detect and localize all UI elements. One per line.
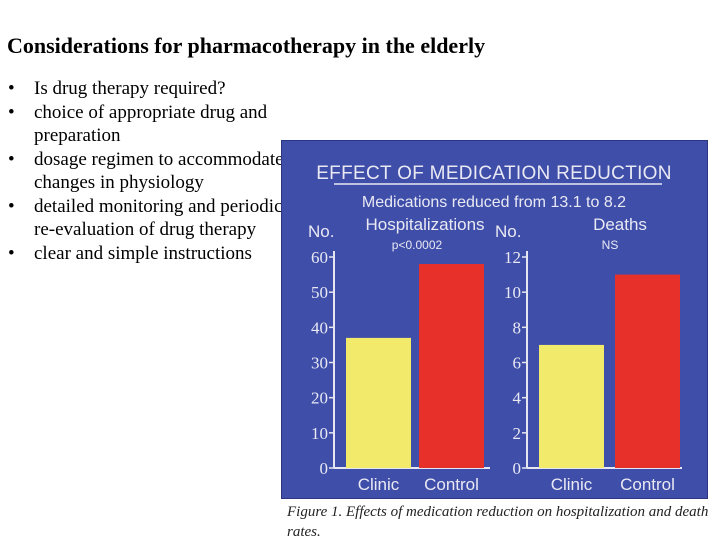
figure-panel: EFFECT OF MEDICATION REDUCTION Medication… bbox=[281, 140, 708, 499]
slide-title: Considerations for pharmacotherapy in th… bbox=[7, 33, 486, 58]
x-tick-label: Control bbox=[424, 475, 479, 494]
figure-caption: Figure 1. Effects of medication reductio… bbox=[287, 504, 709, 540]
significance-label: p<0.0002 bbox=[392, 238, 443, 252]
x-tick-label: Control bbox=[620, 475, 675, 494]
figure-title: EFFECT OF MEDICATION REDUCTION bbox=[316, 163, 672, 184]
panel-title: Hospitalizations bbox=[365, 215, 484, 234]
y-tick-label: 10 bbox=[311, 424, 328, 443]
figure-subtitle: Medications reduced from 13.1 to 8.2 bbox=[362, 194, 626, 211]
y-tick-label: 0 bbox=[320, 459, 329, 478]
bullet-dot: • bbox=[8, 196, 15, 217]
bar-clinic bbox=[346, 337, 411, 468]
bar-control bbox=[419, 264, 484, 468]
bullet-dot: • bbox=[8, 102, 15, 123]
y-tick-label: 4 bbox=[513, 389, 522, 408]
y-tick-label: 60 bbox=[311, 248, 328, 267]
bullet-item: • Is drug therapy required? bbox=[8, 78, 226, 99]
bar-control bbox=[615, 274, 680, 468]
significance-label: NS bbox=[602, 238, 619, 252]
y-axis-label: No. bbox=[308, 222, 334, 241]
x-tick-label: Clinic bbox=[551, 475, 593, 494]
y-tick-label: 6 bbox=[513, 354, 522, 373]
bullet-item: • dosage regimen to accommodate changes i… bbox=[8, 149, 284, 193]
y-tick-label: 50 bbox=[311, 283, 328, 302]
medication-reduction-chart: EFFECT OF MEDICATION REDUCTION Medication… bbox=[308, 163, 682, 494]
y-tick-label: 30 bbox=[311, 354, 328, 373]
bullet-dot: • bbox=[8, 78, 15, 99]
bullet-item: • detailed monitoring and periodic re-eva… bbox=[8, 196, 283, 240]
bullet-item: • clear and simple instructions bbox=[8, 243, 252, 264]
bullet-list: • Is drug therapy required? • choice of ap… bbox=[8, 77, 298, 266]
y-tick-label: 8 bbox=[513, 318, 522, 337]
panel-title: Deaths bbox=[593, 215, 647, 234]
bullet-item: • choice of appropriate drug and preparat… bbox=[8, 102, 268, 146]
bar-clinic bbox=[539, 344, 604, 468]
bullet-dot: • bbox=[8, 243, 15, 264]
y-tick-label: 40 bbox=[311, 318, 328, 337]
y-tick-label: 10 bbox=[504, 283, 521, 302]
y-tick-label: 12 bbox=[504, 248, 521, 267]
y-tick-label: 2 bbox=[513, 424, 522, 443]
bullet-dot: • bbox=[8, 149, 15, 170]
y-tick-label: 0 bbox=[513, 459, 522, 478]
x-tick-label: Clinic bbox=[358, 475, 400, 494]
y-axis-label: No. bbox=[495, 222, 521, 241]
y-tick-label: 20 bbox=[311, 389, 328, 408]
